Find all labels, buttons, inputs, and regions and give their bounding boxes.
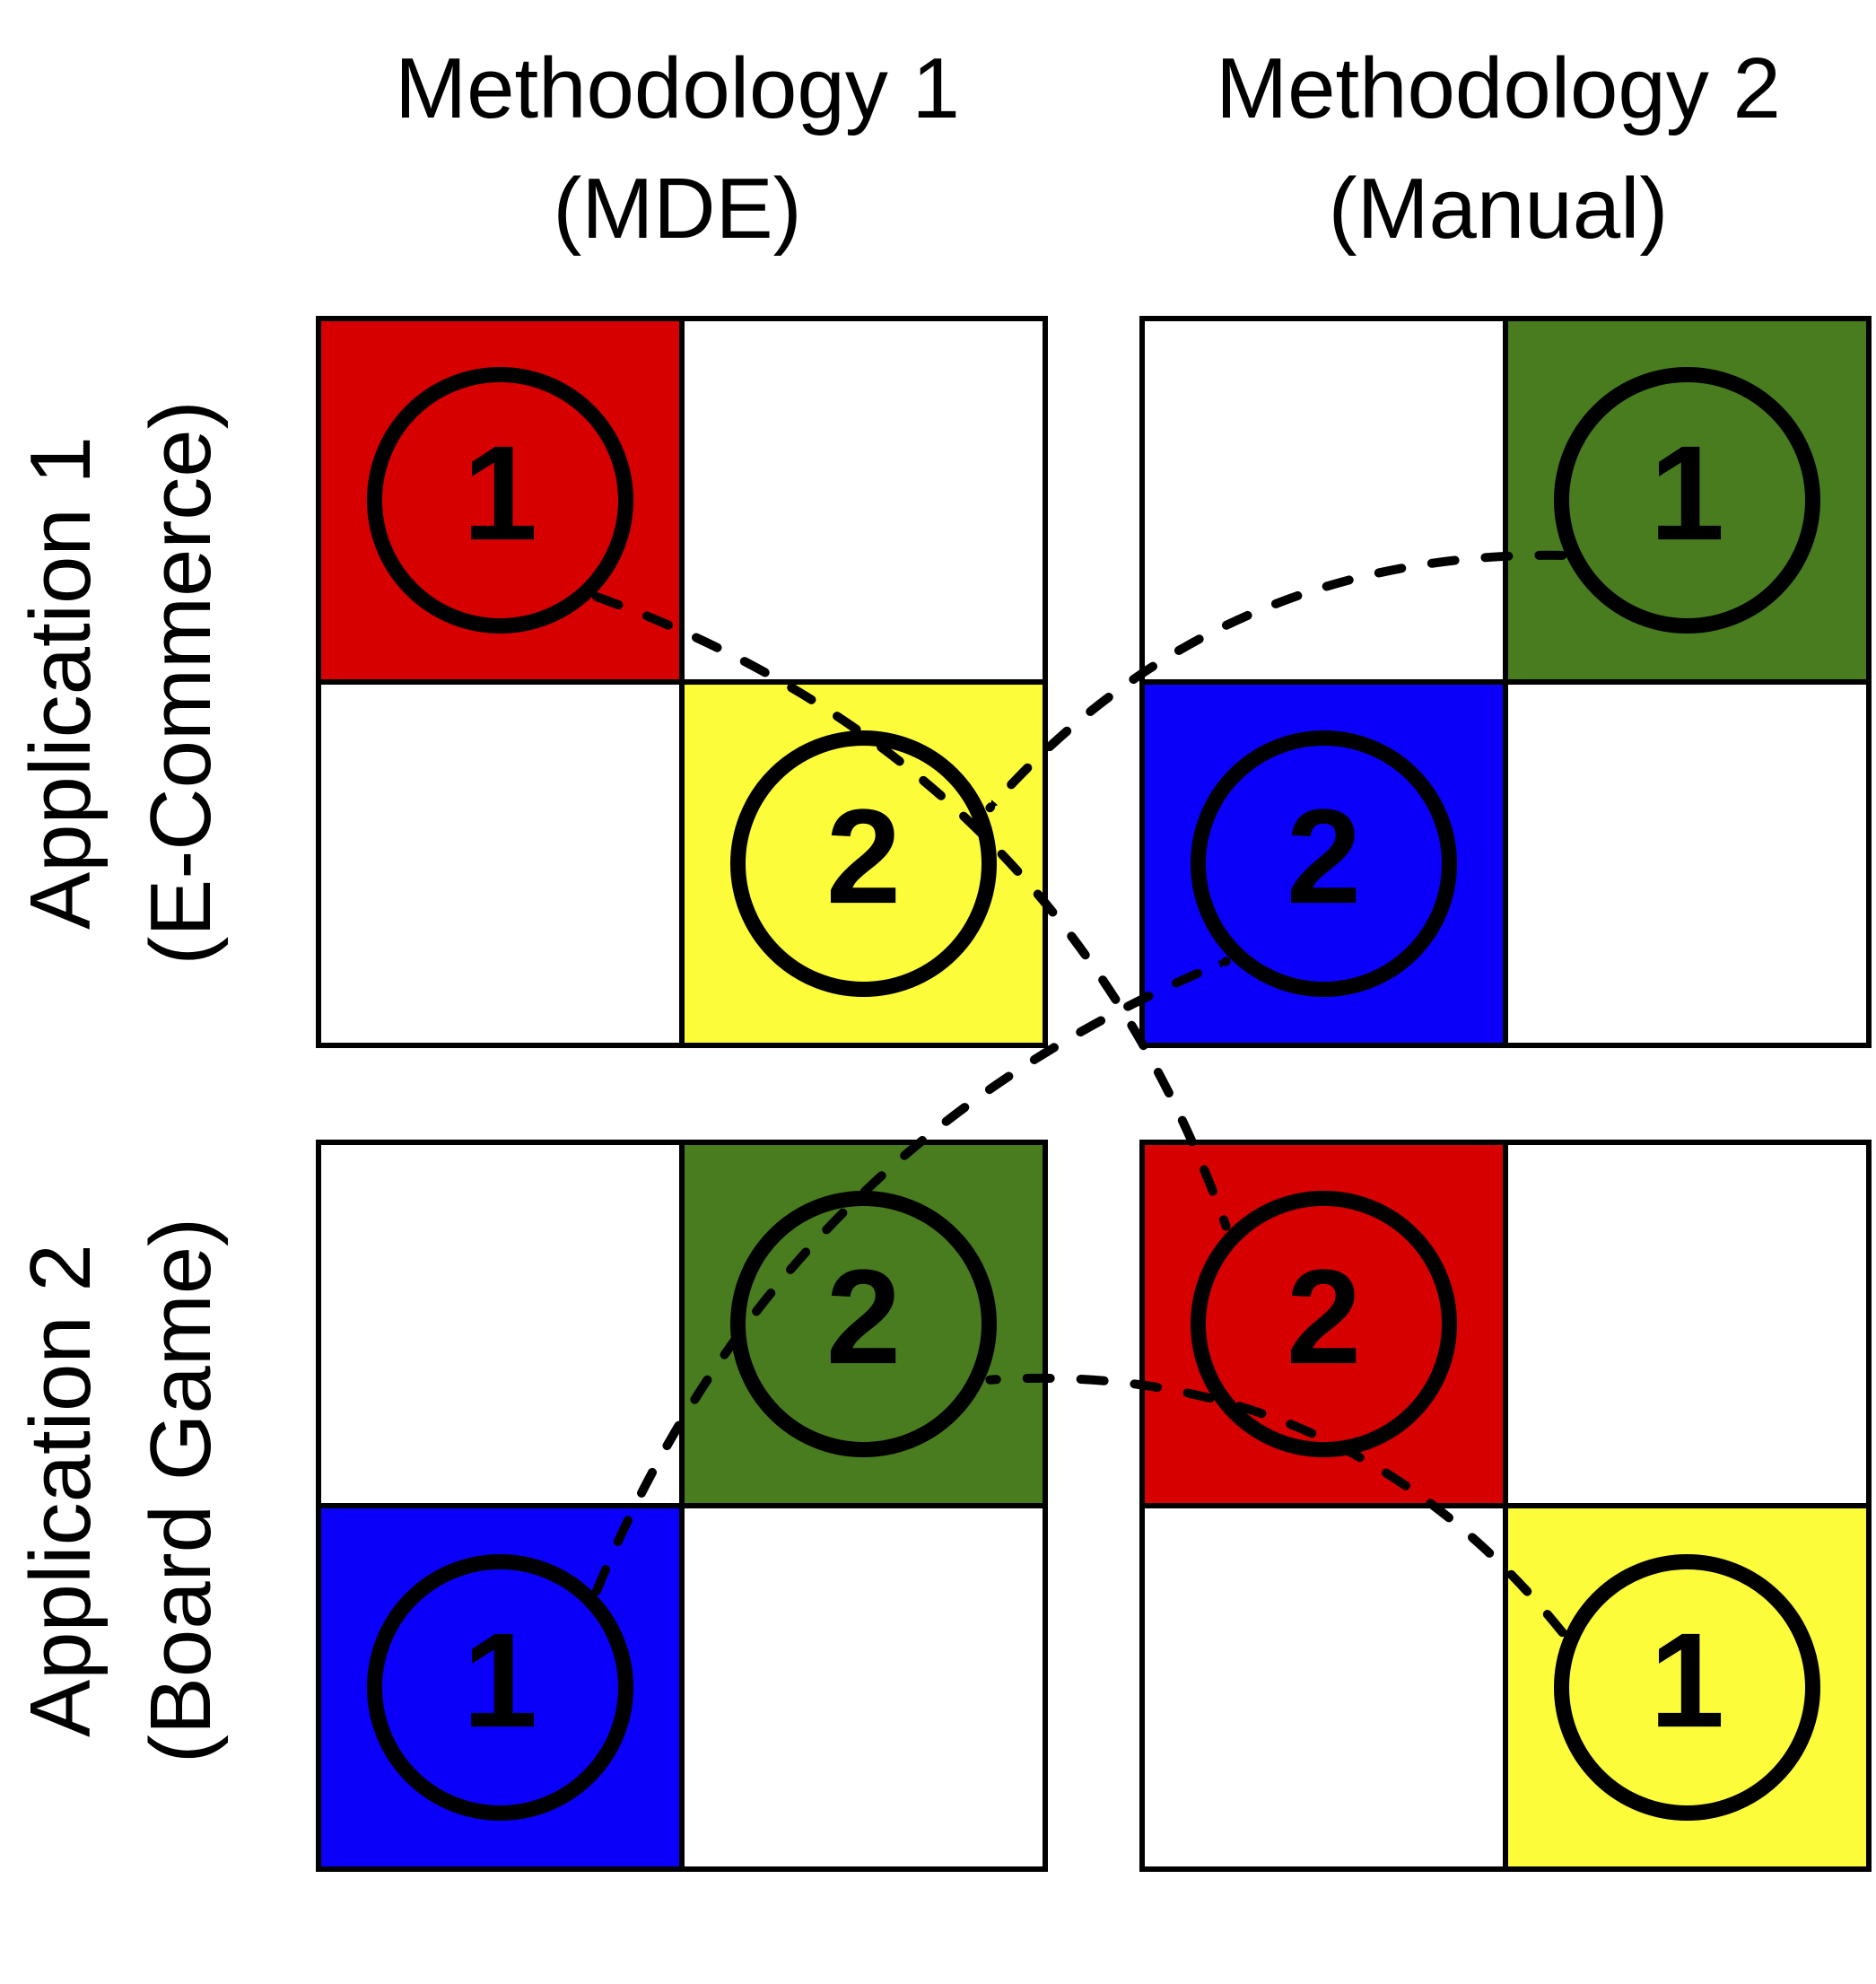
step-2-label: 2 bbox=[826, 781, 901, 931]
column-header-methodology-2-line1: Methodology 2 bbox=[1216, 40, 1781, 136]
column-header-methodology-1: Methodology 1 (MDE) bbox=[318, 29, 1036, 269]
quadrant-app2-mde: 21 bbox=[316, 1140, 1048, 1872]
step-1-circle bbox=[367, 367, 633, 634]
step-1-label: 1 bbox=[1650, 417, 1724, 568]
step-2-label: 2 bbox=[1287, 781, 1361, 931]
row-header-application-2-line2: (Board Game) bbox=[133, 1217, 229, 1764]
step-2-circle bbox=[1191, 1191, 1457, 1457]
step-2-label: 2 bbox=[826, 1241, 901, 1392]
step-2-circle bbox=[730, 730, 997, 997]
sequence-arrow-app1-manual-step-1-to-app1-mde-step-2 bbox=[985, 550, 1567, 813]
step-1-circle bbox=[1554, 367, 1820, 634]
quadrant-app1-mde: 12 bbox=[316, 316, 1048, 1048]
step-2-circle bbox=[1191, 730, 1457, 997]
step-1-label: 1 bbox=[463, 417, 537, 568]
row-header-application-2: Application 2 (Board Game) bbox=[1, 997, 241, 1984]
sequence-arrow-app2-mde-step-1-to-app1-manual-step-2 bbox=[592, 957, 1231, 1595]
row-header-application-2-line1: Application 2 bbox=[13, 1244, 109, 1737]
step-1-label: 1 bbox=[1650, 1604, 1724, 1755]
quadrant-app2-manual: 21 bbox=[1139, 1140, 1872, 1872]
column-header-methodology-1-line1: Methodology 1 bbox=[395, 40, 960, 136]
column-header-methodology-2-line2: (Manual) bbox=[1328, 161, 1669, 257]
step-1-circle bbox=[1554, 1554, 1820, 1821]
step-1-label: 1 bbox=[463, 1604, 537, 1755]
step-2-label: 2 bbox=[1287, 1241, 1361, 1392]
column-header-methodology-2: Methodology 2 (Manual) bbox=[1139, 29, 1857, 269]
quadrant-app1-manual: 12 bbox=[1139, 316, 1872, 1048]
sequence-arrow-app2-manual-step-1-to-app2-mde-step-2 bbox=[985, 1373, 1567, 1638]
arrow-layer bbox=[592, 550, 1567, 1638]
step-1-circle bbox=[367, 1554, 633, 1821]
column-header-methodology-1-line2: (MDE) bbox=[553, 161, 802, 257]
